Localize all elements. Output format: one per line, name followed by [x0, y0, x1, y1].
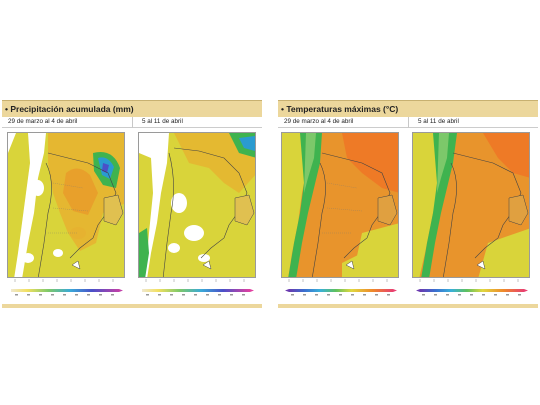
temperature-map-2: [412, 132, 530, 278]
precipitation-map-1: [7, 132, 125, 278]
temperature-color-legend-1: [281, 287, 399, 299]
precipitation-panel: • Precipitación acumulada (mm) 29 de mar…: [2, 100, 262, 308]
panel-header: • Temperaturas máximas (°C): [278, 100, 538, 117]
panel-title: • Precipitación acumulada (mm): [5, 104, 134, 114]
panel-footer-bar: [2, 304, 262, 308]
precipitation-map-2: [138, 132, 256, 278]
panel-header: • Precipitación acumulada (mm): [2, 100, 262, 117]
panel-title: • Temperaturas máximas (°C): [281, 104, 399, 114]
temperature-panel: • Temperaturas máximas (°C) 29 de marzo …: [278, 100, 538, 308]
precipitation-color-legend-1: [7, 287, 125, 299]
period-row: 29 de marzo al 4 de abril 5 al 11 de abr…: [278, 117, 538, 128]
period-label-1: 29 de marzo al 4 de abril: [8, 118, 78, 125]
period-row: 29 de marzo al 4 de abril 5 al 11 de abr…: [2, 117, 262, 128]
axis-ticks: [412, 279, 530, 285]
temperature-color-legend-2: [412, 287, 530, 299]
axis-ticks: [7, 279, 125, 285]
precipitation-color-legend-2: [138, 287, 256, 299]
axis-ticks: [281, 279, 399, 285]
period-label-1: 29 de marzo al 4 de abril: [284, 118, 354, 125]
temperature-map-1: [281, 132, 399, 278]
divider: [408, 117, 409, 128]
period-label-2: 5 al 11 de abril: [142, 118, 183, 125]
axis-ticks: [138, 279, 256, 285]
period-label-2: 5 al 11 de abril: [418, 118, 459, 125]
divider: [132, 117, 133, 128]
panel-footer-bar: [278, 304, 538, 308]
